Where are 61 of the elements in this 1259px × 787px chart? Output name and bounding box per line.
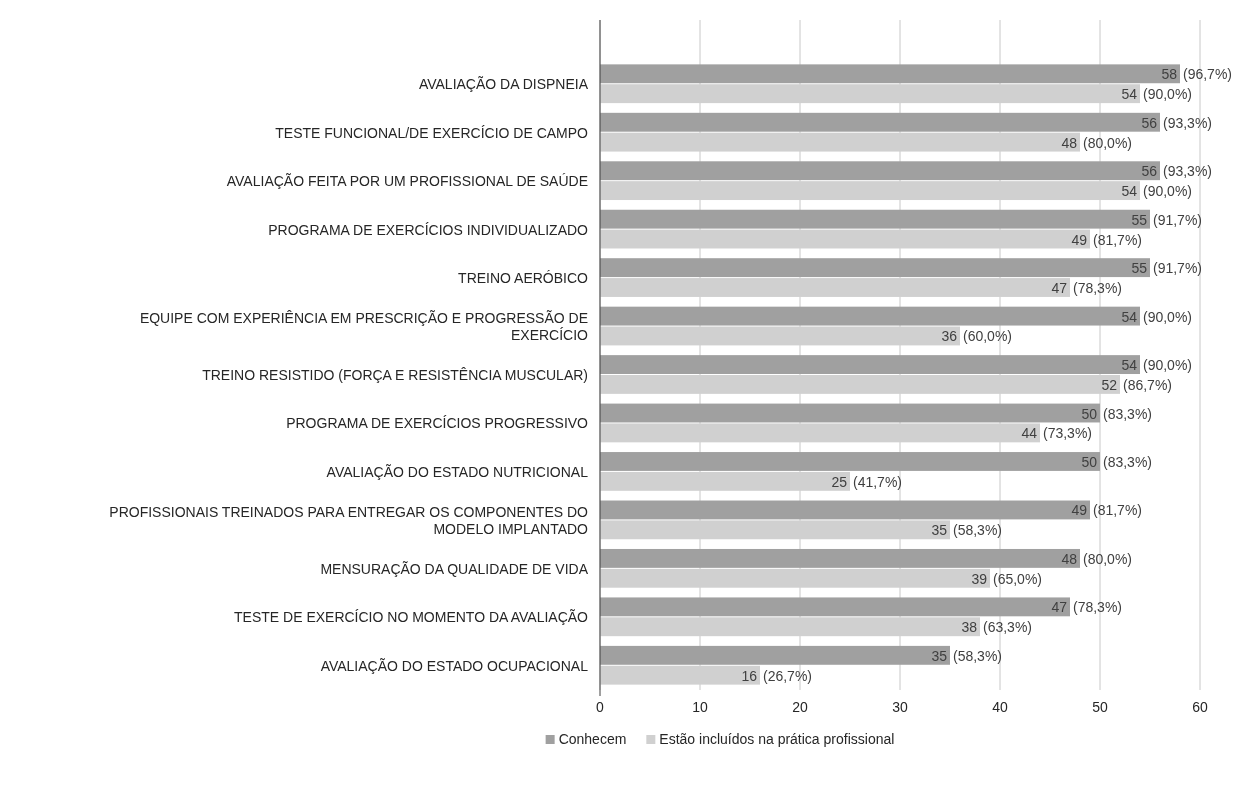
data-label: 36 (60,0%)	[941, 328, 1013, 345]
bar	[600, 548, 1080, 568]
data-label: 48 (80,0%)	[1061, 134, 1133, 151]
x-tick-label: 30	[892, 699, 908, 715]
y-tick-label: PROGRAMA DE EXERCÍCIOS PROGRESSIVO	[286, 415, 589, 432]
x-tick-label: 50	[1092, 699, 1108, 715]
bar	[600, 209, 1150, 229]
data-label: 48 (80,0%)	[1061, 550, 1133, 567]
x-tick-label: 0	[596, 699, 605, 715]
y-tick-label: PROFISSIONAIS TREINADOS PARA ENTREGAR OS COMPONENTES DO MODELO IMPLANTADO	[109, 503, 589, 537]
legend-label: Conhecem	[558, 731, 627, 747]
data-label: 55 (91,7%)	[1131, 260, 1203, 277]
bar	[600, 645, 950, 665]
data-label: 35 (58,3%)	[931, 522, 1003, 539]
data-label: 47 (78,3%)	[1051, 599, 1123, 616]
bar	[600, 355, 1140, 374]
bar	[600, 597, 1070, 617]
x-tick-label: 40	[992, 699, 1008, 715]
data-label: 54 (90,0%)	[1121, 357, 1193, 374]
data-label: 50 (83,3%)	[1081, 405, 1153, 422]
bar	[600, 258, 1150, 278]
y-tick-label: MENSURAÇÃO DA QUALIDADE DE VIDA	[320, 560, 589, 577]
data-label: 49 (81,7%)	[1071, 231, 1143, 248]
data-label: 55 (91,7%)	[1131, 211, 1203, 228]
data-label: 54 (90,0%)	[1121, 308, 1193, 325]
bar	[600, 306, 1140, 326]
bar	[600, 500, 1090, 520]
y-tick-label: AVALIAÇÃO DO ESTADO OCUPACIONAL	[320, 657, 589, 674]
data-label: 44 (73,3%)	[1021, 425, 1093, 442]
data-label: 47 (78,3%)	[1051, 280, 1123, 297]
data-label: 56 (93,3%)	[1141, 114, 1213, 131]
y-tick-label: AVALIAÇÃO FEITA POR UM PROFISSIONAL DE SAÚDE	[226, 173, 588, 190]
data-label: 49 (81,7%)	[1071, 502, 1143, 519]
data-label: 56 (93,3%)	[1141, 163, 1213, 180]
data-label: 16 (26,7%)	[741, 667, 813, 684]
bar	[600, 112, 1160, 132]
data-label: 39 (65,0%)	[971, 570, 1043, 587]
y-tick-label: PROGRAMA DE EXERCÍCIOS INDIVIDUALIZADO	[268, 221, 589, 238]
y-tick-label: TREINO AERÓBICO	[458, 270, 589, 287]
data-label: 35 (58,3%)	[931, 647, 1003, 664]
data-label: 38 (63,3%)	[961, 619, 1033, 636]
bar	[600, 64, 1180, 84]
data-label: 58 (96,7%)	[1161, 66, 1233, 83]
bar	[600, 161, 1160, 181]
data-label: 25 (41,7%)	[831, 473, 903, 490]
data-label: 52 (86,7%)	[1101, 376, 1173, 393]
y-tick-label: TREINO RESISTIDO (FORÇA E RESISTÊNCIA MUSCULAR)	[202, 367, 588, 383]
y-tick-label: EQUIPE COM EXPERIÊNCIA EM PRESCRIÇÃO E PROGRESSÃO DE EXERCÍCIO	[139, 310, 589, 344]
x-tick-label: 60	[1192, 699, 1208, 715]
bar	[600, 403, 1100, 423]
y-tick-label: AVALIAÇÃO DO ESTADO NUTRICIONAL	[326, 463, 589, 480]
y-tick-label: TESTE DE EXERCÍCIO NO MOMENTO DA AVALIAÇÃO	[234, 609, 589, 626]
data-label: 50 (83,3%)	[1081, 453, 1153, 470]
data-label: 54 (90,0%)	[1121, 86, 1193, 103]
data-label: 54 (90,0%)	[1121, 183, 1193, 200]
x-tick-label: 20	[792, 699, 808, 715]
y-tick-label: AVALIAÇÃO DA DISPNEIA	[418, 76, 589, 93]
legend-label: Estão incluídos na prática profissional	[659, 731, 895, 747]
bar	[600, 452, 1100, 471]
x-tick-label: 10	[692, 699, 708, 715]
y-tick-label: TESTE FUNCIONAL/DE EXERCÍCIO DE CAMPO	[275, 124, 589, 141]
